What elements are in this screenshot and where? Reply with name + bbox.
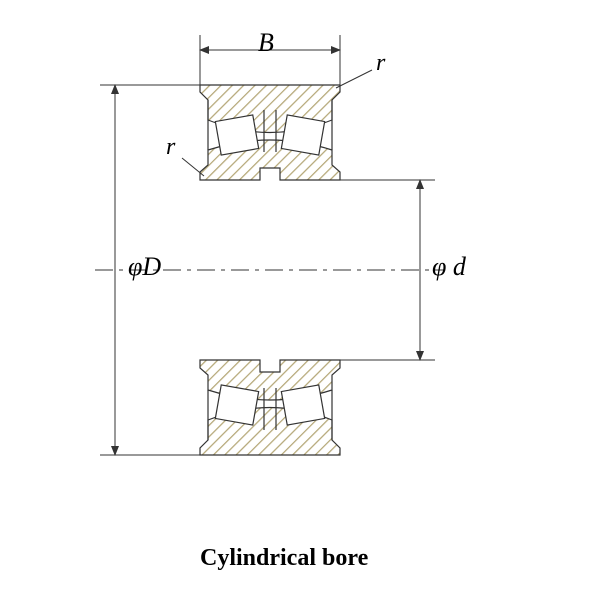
dim-r-inner (182, 158, 204, 176)
bearing-diagram: B φD φ d r r Cylindrical bore (0, 0, 600, 600)
upper-bearing-section (200, 85, 340, 180)
dim-r-outer (336, 70, 372, 88)
label-d: φ d (432, 252, 466, 282)
label-r-outer: r (376, 50, 385, 77)
label-B: B (258, 28, 274, 58)
diagram-svg (0, 0, 600, 600)
dim-d (340, 180, 435, 360)
lower-bearing-section (200, 360, 340, 455)
label-D: φD (128, 252, 161, 282)
label-r-inner: r (166, 134, 175, 161)
caption: Cylindrical bore (200, 545, 368, 572)
